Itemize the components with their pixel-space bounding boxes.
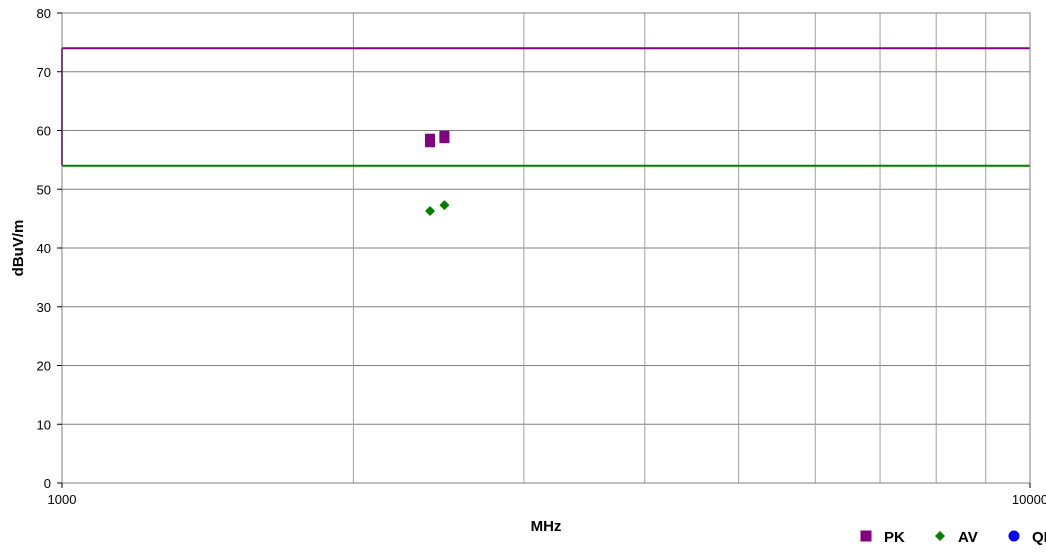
x-tick-label: 1000	[48, 492, 77, 507]
y-axis-label: dBuV/m	[10, 220, 27, 277]
y-tick-label: 20	[37, 359, 51, 374]
limit-lines	[61, 47, 1030, 167]
point-av	[439, 200, 450, 211]
legend-marker-pk	[860, 530, 872, 542]
point-pk	[425, 133, 436, 144]
y-tick-label: 40	[37, 241, 51, 256]
y-tick-label: 10	[37, 417, 51, 432]
y-tick-label: 70	[37, 65, 51, 80]
legend-label-qp: QP	[1032, 529, 1046, 546]
x-axis-label: MHz	[531, 518, 562, 535]
data-points	[425, 130, 450, 216]
y-axis-ticks: 0 10 20 30 40 50 60 70 80	[37, 6, 62, 491]
y-tick-label: 30	[37, 300, 51, 315]
x-tick-label: 10000	[1012, 492, 1046, 507]
x-axis-ticks: 1000 10000	[48, 483, 1046, 507]
legend-label-av: AV	[958, 529, 978, 546]
point-av	[425, 205, 436, 216]
grid-lines	[62, 12, 1030, 484]
y-tick-label: 0	[44, 476, 51, 491]
legend-marker-av	[935, 531, 945, 541]
y-tick-label: 50	[37, 182, 51, 197]
legend-label-pk: PK	[884, 529, 905, 546]
legend-marker-qp	[1008, 530, 1020, 542]
point-pk	[439, 130, 450, 141]
y-tick-label: 60	[37, 124, 51, 139]
legend: PK AV QP	[860, 529, 1046, 546]
y-tick-label: 80	[37, 6, 51, 21]
